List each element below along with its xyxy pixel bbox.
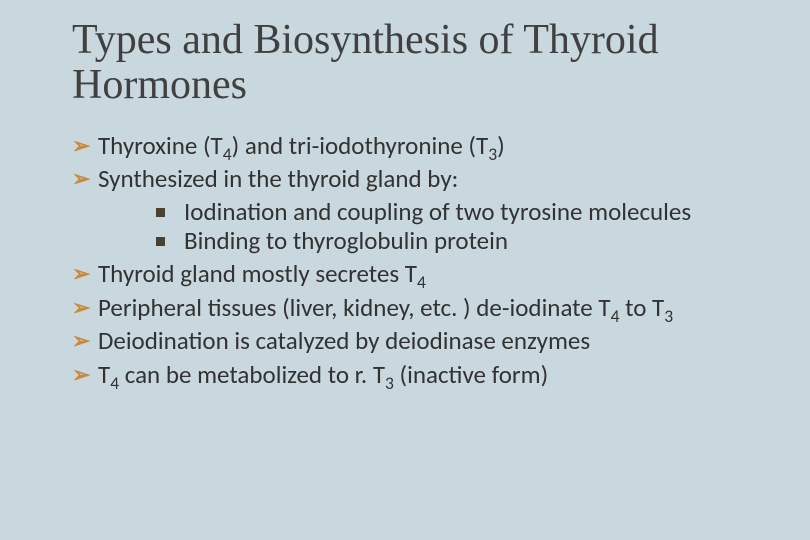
bullet-text: Deiodination is catalyzed by deiodinase … bbox=[98, 325, 590, 356]
arrow-bullet-icon: ➢ bbox=[72, 295, 90, 322]
arrow-bullet-icon: ➢ bbox=[72, 133, 90, 160]
slide-body: ➢ Thyroxine (T4) and tri-iodothyronine (T… bbox=[72, 131, 762, 391]
bullet-level1: ➢ Thyroid gland mostly secretes T4 bbox=[72, 259, 762, 290]
arrow-bullet-icon: ➢ bbox=[72, 328, 90, 355]
bullet-text: Thyroxine (T4) and tri-iodothyronine (T3… bbox=[98, 130, 505, 161]
arrow-bullet-icon: ➢ bbox=[72, 362, 90, 389]
bullet-level1: ➢ Deiodination is catalyzed by deiodinase… bbox=[72, 326, 762, 357]
bullet-level1: ➢ Synthesized in the thyroid gland by: bbox=[72, 164, 762, 195]
arrow-bullet-icon: ➢ bbox=[72, 261, 90, 288]
bullet-text: Synthesized in the thyroid gland by: bbox=[98, 163, 458, 194]
slide: Types and Biosynthesis of Thyroid Hormon… bbox=[0, 0, 810, 540]
square-bullet-icon bbox=[156, 237, 165, 246]
bullet-text: Iodination and coupling of two tyrosine … bbox=[184, 196, 691, 227]
bullet-level2: Binding to thyroglobulin protein bbox=[156, 227, 762, 256]
bullet-level1: ➢ T4 can be metabolized to r. T3 (inactiv… bbox=[72, 360, 762, 391]
square-bullet-icon bbox=[156, 208, 165, 217]
slide-title: Types and Biosynthesis of Thyroid Hormon… bbox=[72, 18, 762, 109]
bullet-text: Thyroid gland mostly secretes T4 bbox=[98, 258, 426, 289]
bullet-text: T4 can be metabolized to r. T3 (inactive… bbox=[98, 359, 548, 390]
bullet-level2: Iodination and coupling of two tyrosine … bbox=[156, 198, 762, 227]
bullet-level1: ➢ Thyroxine (T4) and tri-iodothyronine (T… bbox=[72, 131, 762, 162]
arrow-bullet-icon: ➢ bbox=[72, 166, 90, 193]
bullet-text: Peripheral tissues (liver, kidney, etc. … bbox=[98, 292, 673, 323]
bullet-level1: ➢ Peripheral tissues (liver, kidney, etc.… bbox=[72, 293, 762, 324]
bullet-text: Binding to thyroglobulin protein bbox=[184, 225, 508, 256]
